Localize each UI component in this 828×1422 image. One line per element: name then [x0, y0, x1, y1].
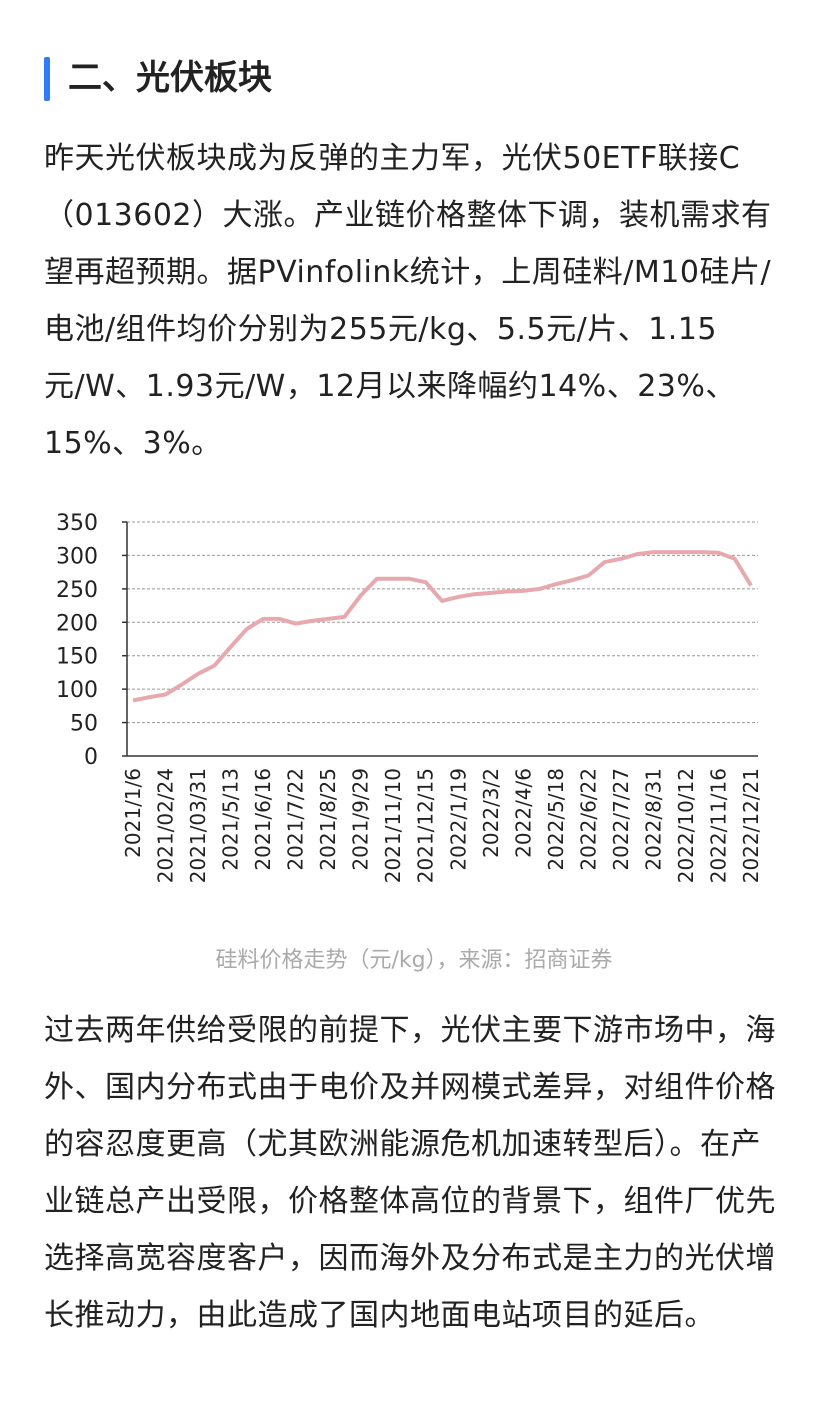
x-tick-label: 2022/10/12	[674, 768, 698, 883]
x-tick-label: 2021/9/29	[349, 768, 373, 871]
y-tick-label: 100	[56, 678, 98, 703]
x-tick-label: 2021/7/22	[284, 768, 308, 871]
x-tick-label: 2022/5/18	[544, 768, 568, 871]
heading-accent	[44, 57, 50, 101]
x-tick-label: 2021/1/6	[121, 768, 145, 858]
x-tick-label: 2022/11/16	[706, 768, 730, 883]
x-tick-label: 2022/8/31	[641, 768, 665, 871]
paragraph: 昨天光伏板块成为反弹的主力军，光伏50ETF联接C（013602）大涨。产业链价…	[44, 141, 772, 461]
caption: 硅料价格走势（元/kg），来源：招商证券	[215, 948, 613, 973]
paragraph: 过去两年供给受限的前提下，光伏主要下游市场中，海外、国内分布式由于电价及并网模式…	[44, 1013, 776, 1333]
x-tick-label: 2021/02/24	[154, 768, 178, 883]
heading: 二、光伏板块	[68, 58, 272, 98]
x-tick-label: 2021/8/25	[316, 768, 340, 871]
x-tick-label: 2021/03/31	[186, 768, 210, 883]
x-tick-label: 2022/4/6	[511, 768, 535, 858]
y-tick-label: 200	[56, 611, 98, 636]
x-tick-label: 2022/1/19	[446, 768, 470, 871]
x-tick-label: 2022/3/2	[479, 768, 503, 858]
price-line	[132, 550, 753, 703]
y-tick-label: 150	[56, 645, 98, 670]
y-tick-label: 0	[84, 745, 98, 770]
x-tick-label: 2021/6/16	[251, 768, 275, 871]
x-tick-label: 2021/12/15	[414, 768, 438, 883]
x-tick-label: 2022/7/27	[609, 768, 633, 871]
x-tick-label: 2022/12/21	[739, 768, 763, 883]
y-tick-label: 250	[56, 578, 98, 603]
y-tick-label: 50	[70, 712, 98, 737]
x-tick-label: 2022/6/22	[576, 768, 600, 871]
y-tick-label: 350	[56, 511, 98, 536]
y-tick-label: 300	[56, 544, 98, 569]
x-tick-label: 2021/11/10	[381, 768, 405, 883]
x-tick-label: 2021/5/13	[219, 768, 243, 871]
chart: 0 50 100 150 200 250 300 350 2021/1/6 2021/02/24 2…	[56, 511, 763, 883]
